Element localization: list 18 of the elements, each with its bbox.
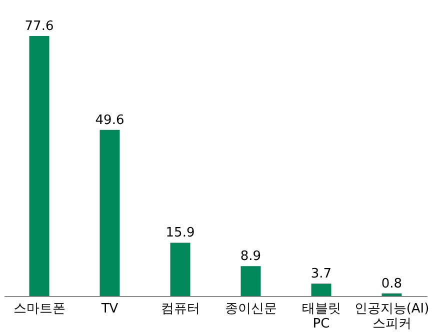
data-label: 0.8 bbox=[381, 276, 402, 292]
bar bbox=[311, 284, 332, 296]
x-tick-label: 컴퓨터 bbox=[160, 302, 200, 316]
bar bbox=[29, 36, 50, 296]
data-label: 15.9 bbox=[166, 226, 195, 241]
x-tick-label: 태블릿 PC bbox=[302, 302, 341, 332]
bar bbox=[240, 266, 261, 296]
data-label: 49.6 bbox=[95, 112, 124, 128]
bar bbox=[382, 293, 402, 296]
data-label: 3.7 bbox=[310, 266, 332, 282]
x-tick-label: 인공지능(AI) 스피커 bbox=[354, 302, 430, 332]
x-tick-label: 스마트폰 bbox=[13, 302, 66, 316]
data-label: 8.9 bbox=[240, 249, 262, 264]
data-label: 77.6 bbox=[24, 19, 54, 34]
bar bbox=[170, 242, 190, 296]
x-tick-label: TV bbox=[100, 302, 118, 316]
x-tick-label: 종이신문 bbox=[224, 302, 277, 316]
bar bbox=[100, 130, 120, 296]
